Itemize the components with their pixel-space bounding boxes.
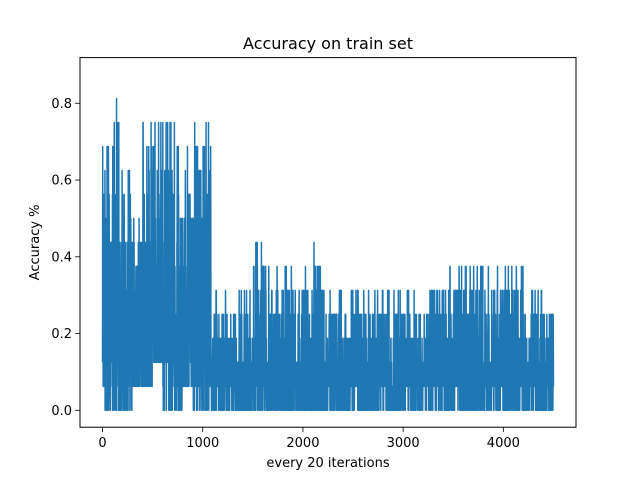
x-tick-label: 0 (98, 436, 106, 451)
series-line (101, 97, 555, 412)
y-tick-label: 0.4 (51, 250, 72, 265)
x-axis: 0 1000 2000 3000 4000 (98, 427, 520, 451)
series-accuracy (101, 97, 555, 412)
plot-frame (79, 57, 577, 428)
x-tick-label: 4000 (487, 436, 520, 451)
x-tick-label: 3000 (387, 436, 420, 451)
y-axis-title: Accuracy % (28, 204, 43, 280)
plot-area (101, 97, 555, 412)
y-axis: 0.0 0.2 0.4 0.6 0.8 (51, 97, 80, 419)
y-tick-label: 0.8 (51, 97, 72, 112)
y-tick-label: 0.2 (51, 327, 72, 342)
chart-title: Accuracy on train set (243, 34, 413, 53)
x-tick-label: 2000 (286, 436, 319, 451)
y-tick-label: 0.0 (51, 404, 72, 419)
x-tick-label: 1000 (186, 436, 219, 451)
y-tick-label: 0.6 (51, 174, 72, 189)
x-axis-title: every 20 iterations (266, 456, 389, 471)
